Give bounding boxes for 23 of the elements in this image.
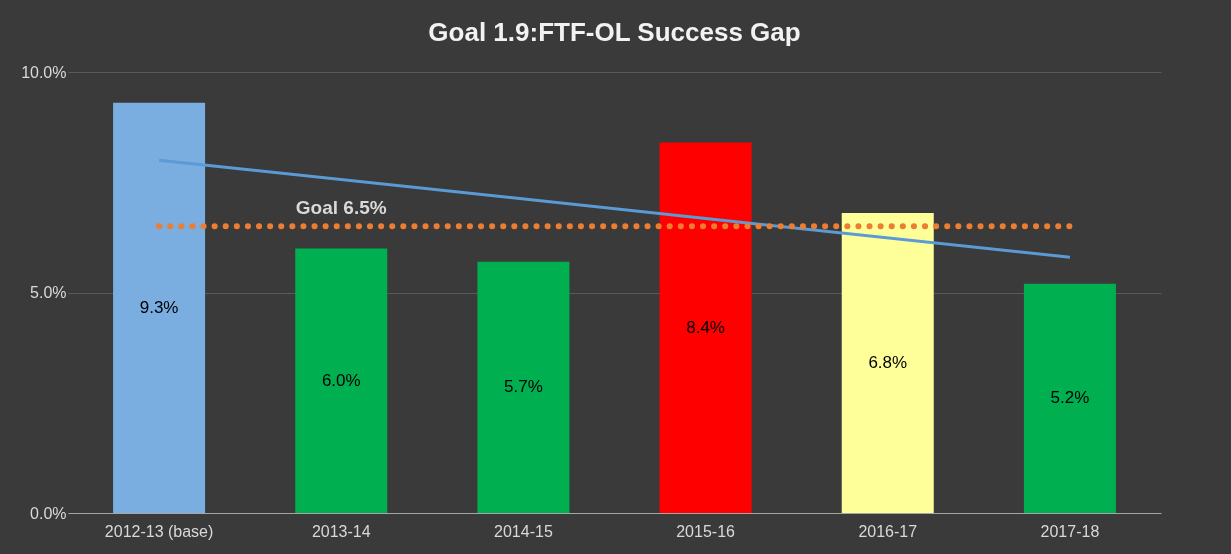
data-label: 5.7%: [504, 377, 543, 397]
data-label: 5.2%: [1050, 388, 1090, 408]
x-tick-label: 2012-13 (base): [104, 522, 214, 540]
x-tick-label: 2015-16: [676, 522, 736, 540]
data-label: 9.3%: [139, 297, 179, 317]
x-tick-label: 2013-14: [311, 522, 371, 540]
chart-title: Goal 1.9:FTF-OL Success Gap: [428, 17, 801, 47]
data-label: 6.0%: [321, 370, 361, 390]
data-label: 6.8%: [868, 353, 908, 373]
bar: [841, 213, 934, 513]
ref-line-label: Goal 6.5%: [295, 197, 387, 219]
x-tick-label: 2016-17: [858, 522, 918, 540]
bar: [1023, 283, 1116, 513]
y-tick-label: 10.0%: [21, 63, 67, 81]
x-tick-label: 2014-15: [494, 522, 553, 540]
bar: [113, 102, 206, 513]
x-tick-label: 2017-18: [1040, 522, 1100, 540]
bar: [477, 261, 570, 513]
y-tick-label: 0.0%: [30, 504, 67, 522]
data-label: 8.4%: [686, 317, 725, 337]
bar: [295, 248, 388, 513]
bar: [659, 142, 752, 513]
y-tick-label: 5.0%: [30, 284, 67, 301]
